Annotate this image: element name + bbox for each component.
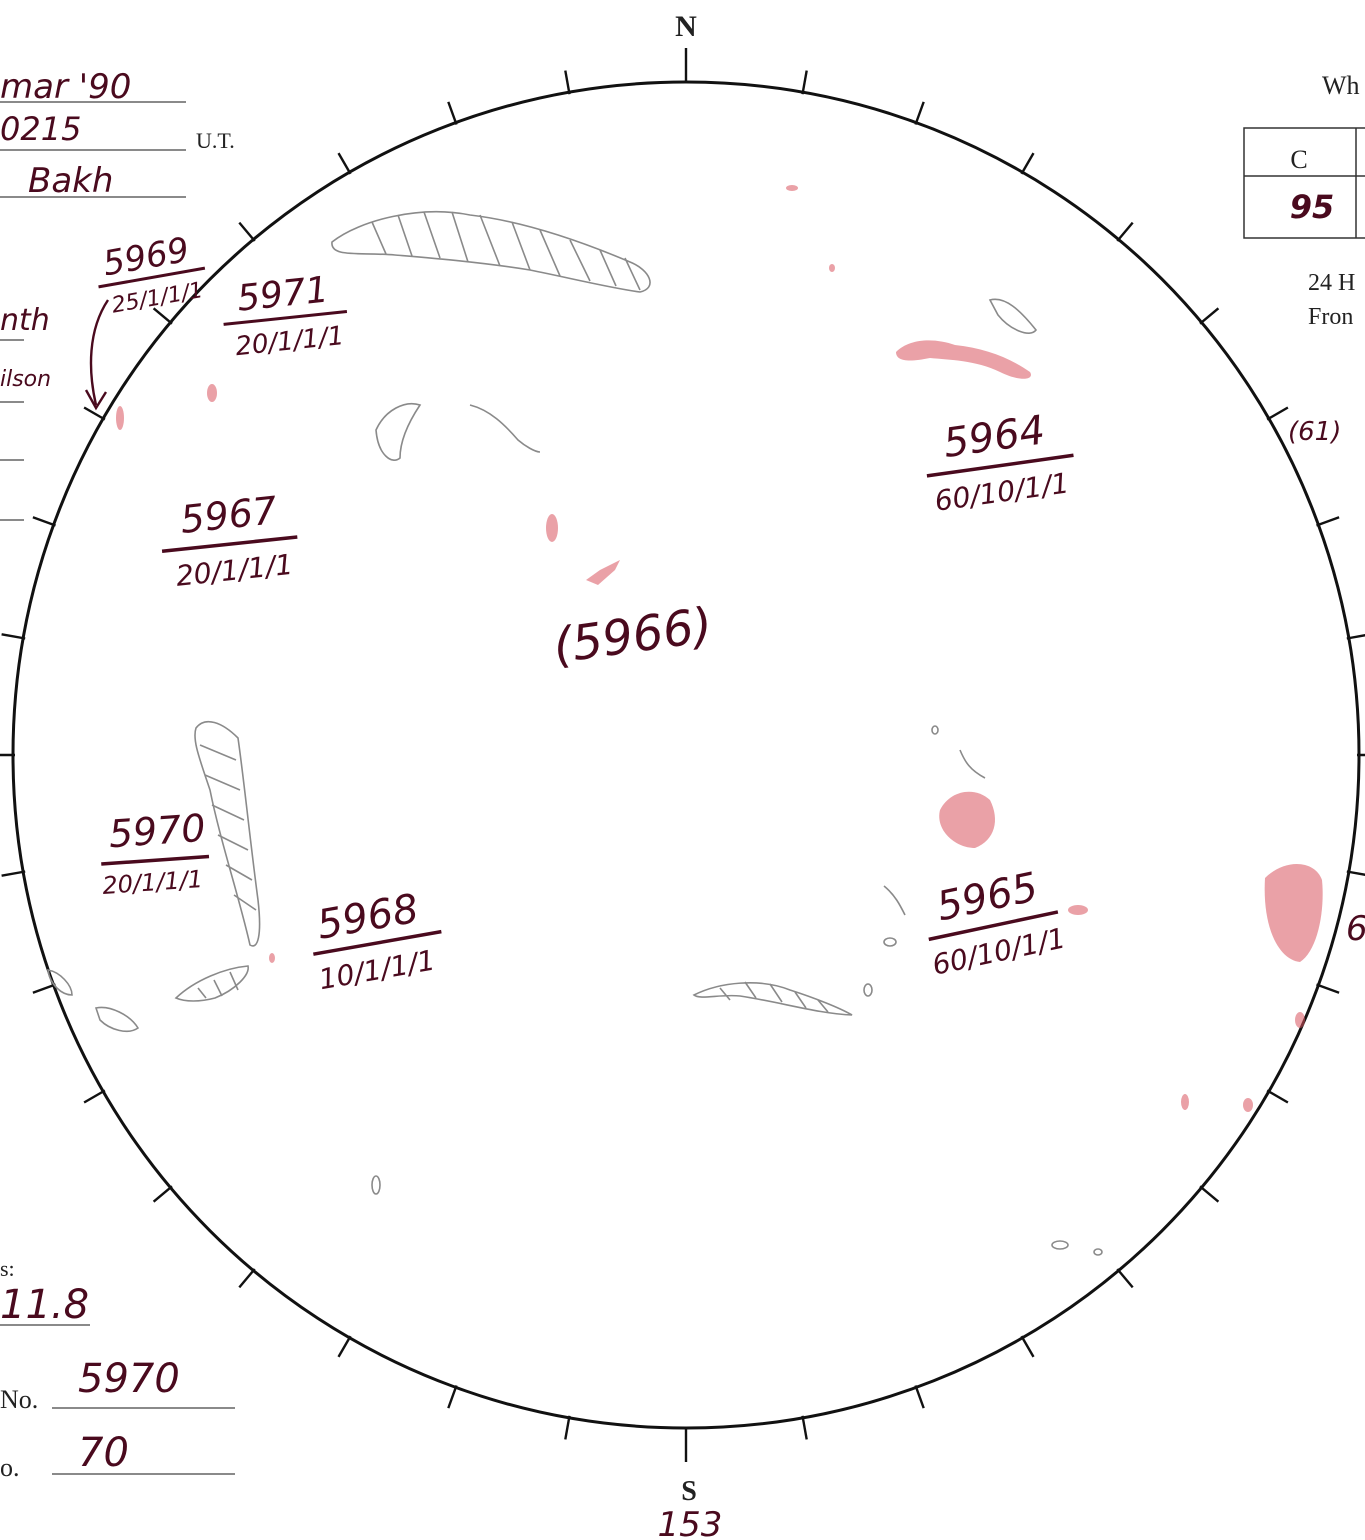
limb-tick (801, 70, 808, 95)
date-field: mar '90 (0, 67, 131, 107)
limb-tick (1316, 516, 1340, 527)
limb-tick (32, 516, 56, 527)
region-label-5971: 5971 20/1/1/1 (223, 269, 348, 362)
count-label: o. (0, 1453, 20, 1482)
note-line-2: Fron (1308, 304, 1353, 330)
region-code: 20/1/1/1 (174, 548, 294, 593)
limb-tick (1199, 307, 1220, 325)
north-label: N (675, 10, 697, 43)
ut-label: U.T. (196, 128, 235, 153)
right-title-fragment: Wh (1322, 71, 1360, 100)
limb-tick (1346, 870, 1365, 876)
limb-tick (238, 1268, 256, 1289)
limb-tick (1116, 1268, 1134, 1289)
limb-tick (1, 870, 26, 877)
count-field: 70 (78, 1430, 129, 1476)
table-header-c: C (1290, 145, 1307, 174)
left-note-1: nth (0, 303, 50, 338)
region-number: 5970 (107, 806, 207, 857)
limb-tick (152, 307, 173, 325)
value-field: 11.8 (0, 1282, 89, 1328)
limb-value-right: 6 (1346, 909, 1365, 949)
limb-tick (564, 1415, 571, 1440)
value-label: s: (0, 1256, 15, 1281)
limb-tick (1116, 221, 1134, 242)
limb-tick (1316, 983, 1340, 994)
region-number: 5969 (100, 230, 192, 284)
region-code: 20/1/1/1 (234, 321, 346, 362)
limb-tick (83, 1089, 106, 1104)
limb-tick (1266, 1089, 1289, 1104)
limb-tick (1, 633, 26, 640)
south-label: S (681, 1476, 697, 1507)
table-value: 95 (1290, 188, 1335, 226)
region-label-5968: 5968 10/1/1/1 (313, 886, 442, 996)
limb-tick (914, 101, 925, 125)
limb-value-top: (61) (1288, 417, 1341, 447)
region-pointer-arrow (89, 299, 109, 406)
limb-tick (1020, 152, 1035, 175)
region-number: 5964 (941, 407, 1048, 467)
limb-tick (337, 1335, 352, 1358)
limb-tick (801, 1415, 808, 1440)
limb-tick (32, 983, 56, 994)
center-region-label: (5966) (550, 597, 716, 675)
region-label-5965: 5965 60/10/1/1 (928, 864, 1068, 982)
limb-tick (238, 221, 256, 242)
time-field: 0215 (0, 110, 81, 148)
region-code: 60/10/1/1 (929, 921, 1068, 981)
solar-disk-outline (11, 80, 1361, 1430)
limb-tick (1266, 406, 1289, 421)
region-number: 5971 (235, 269, 330, 319)
limb-tick (447, 1385, 458, 1409)
plage-patches (116, 185, 1323, 1112)
limb-tick (1020, 1335, 1035, 1358)
region-label-5969: 5969 25/1/1/1 (98, 230, 206, 319)
region-no-label: No. (0, 1385, 38, 1414)
classification-table (1243, 127, 1365, 239)
note-line-1: 24 H (1308, 270, 1355, 296)
limb-tick (83, 406, 106, 421)
region-label-5967: 5967 20/1/1/1 (161, 488, 298, 593)
limb-tick (447, 101, 458, 125)
filament-drawings (47, 211, 1103, 1256)
left-note-2: ilson (0, 367, 51, 392)
region-code: 60/10/1/1 (933, 466, 1071, 517)
region-code: 20/1/1/1 (102, 865, 204, 900)
limb-tick (1199, 1185, 1220, 1203)
region-label-5964: 5964 60/10/1/1 (926, 407, 1074, 518)
limb-tick (337, 152, 352, 175)
limb-tick (564, 70, 571, 95)
region-label-5970: 5970 20/1/1/1 (101, 806, 210, 900)
region-no-field: 5970 (78, 1356, 180, 1402)
limb-tick (152, 1185, 173, 1203)
south-value: 153 (658, 1505, 723, 1540)
region-number: 5967 (178, 488, 279, 542)
observer-field: Bakh (28, 161, 113, 201)
limb-tick-marks (0, 48, 1365, 1462)
limb-tick (914, 1385, 925, 1409)
limb-tick (1346, 634, 1365, 640)
